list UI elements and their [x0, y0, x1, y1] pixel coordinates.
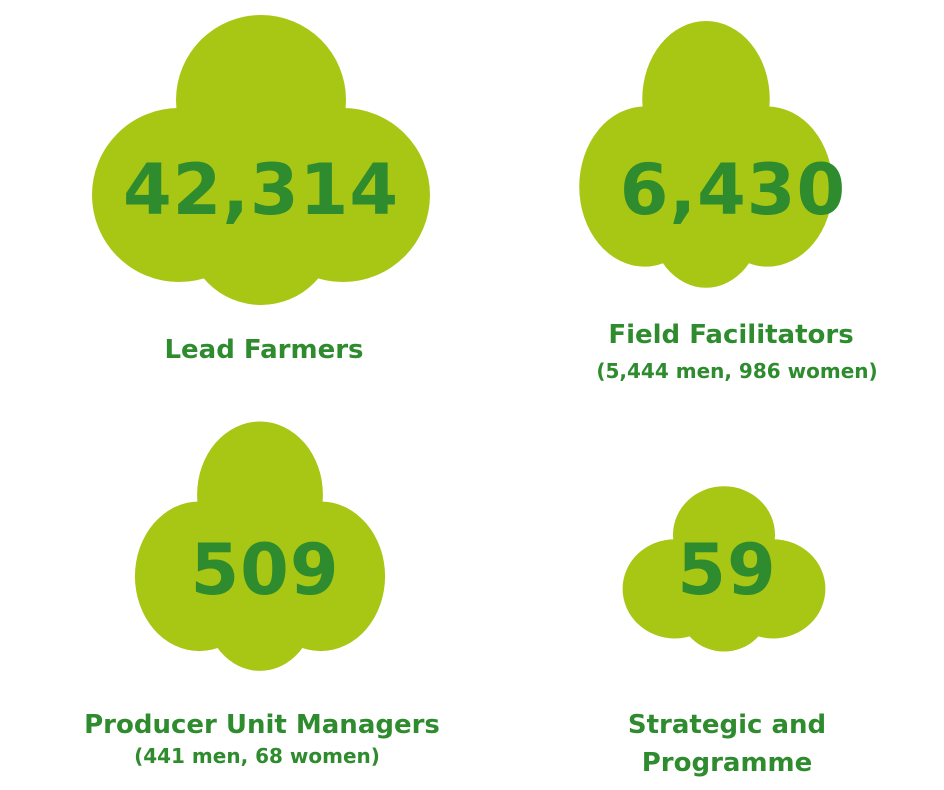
stat-number: 59 — [677, 529, 777, 611]
stat-label: Strategic and Programme Partners — [627, 710, 827, 790]
stat-sublabel: (5,444 men, 986 women) — [596, 359, 878, 383]
stat-number: 6,430 — [619, 149, 847, 231]
stat-label: Field Facilitators — [608, 320, 854, 350]
stat-number: 42,314 — [122, 149, 400, 231]
stat-number: 509 — [190, 529, 340, 611]
stat-label: Lead Farmers — [164, 335, 364, 365]
stat-label: Producer Unit Managers — [84, 710, 440, 740]
stat-sublabel: (441 men, 68 women) — [134, 744, 380, 768]
